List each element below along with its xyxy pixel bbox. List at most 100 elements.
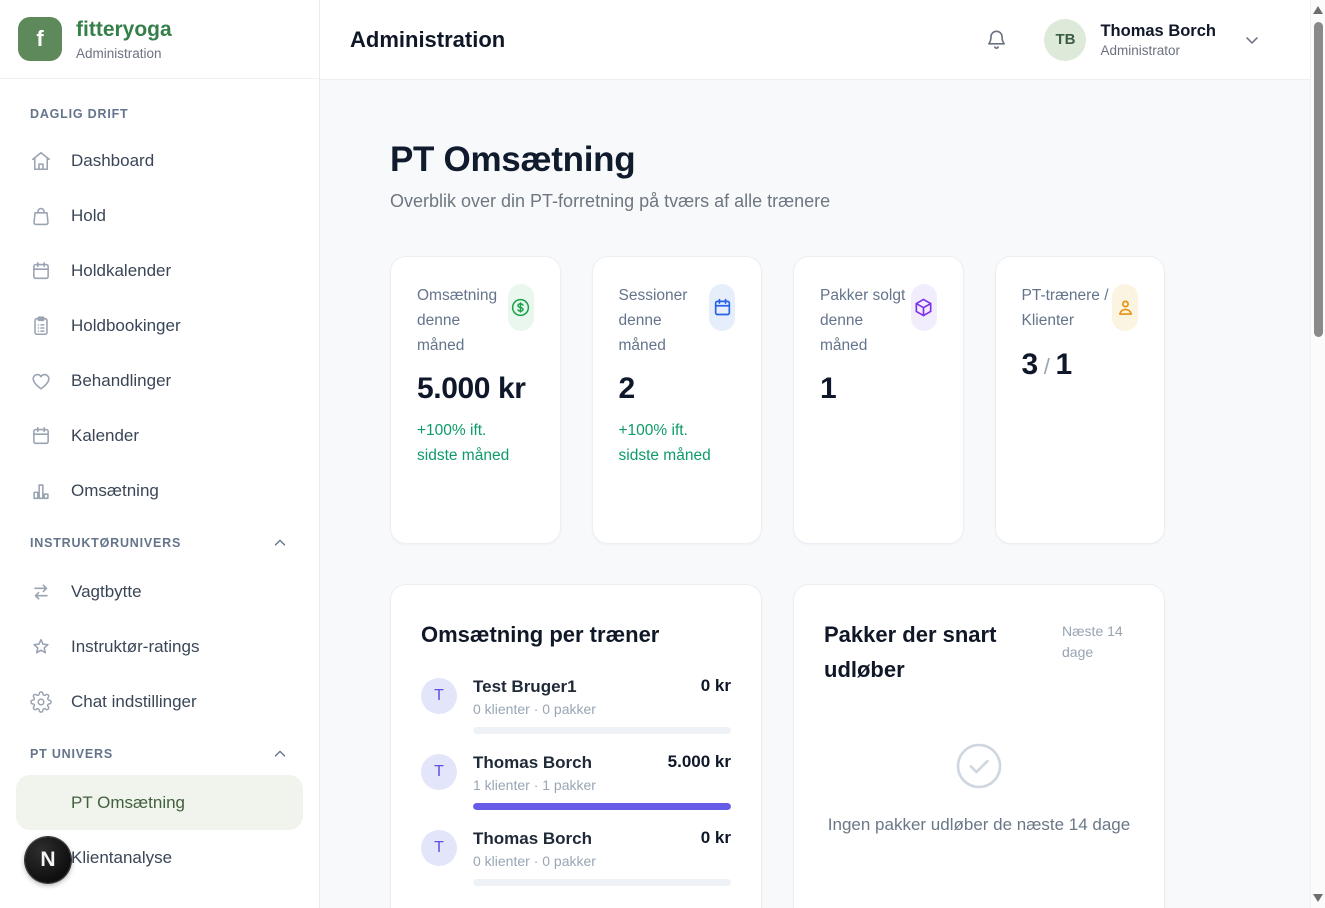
trainer-card-title: Omsætning per træner	[421, 622, 660, 647]
stat-value: 2	[618, 372, 636, 406]
brand-logo: f	[18, 17, 62, 61]
home-icon	[30, 150, 52, 172]
sidebar-item-label: Kalender	[71, 425, 140, 445]
dollar-icon	[507, 284, 534, 331]
chevron-up-icon	[271, 745, 289, 763]
trainer-meta: 0 klienter · 0 pakker	[473, 701, 596, 718]
nextjs-dev-badge[interactable]: N	[25, 837, 71, 883]
sidebar-nav: DAGLIG DRIFT Dashboard Hold Holdkalender…	[0, 79, 319, 885]
sidebar-item-label: Holdbookinger	[71, 315, 181, 335]
sidebar-item-dashboard[interactable]: Dashboard	[16, 133, 303, 188]
scroll-up-arrow-icon[interactable]	[1313, 6, 1323, 14]
stat-label: Pakker solgt denne måned	[820, 287, 906, 354]
main-content: PT Omsætning Overblik over din PT-forret…	[320, 80, 1310, 908]
section-label: DAGLIG DRIFT	[30, 107, 129, 121]
calendar-icon	[709, 284, 735, 331]
sidebar-item-holdkalender[interactable]: Holdkalender	[16, 243, 303, 298]
trainer-meta: 0 klienter · 0 pakker	[473, 853, 596, 870]
sidebar-item-pt-omsaetning[interactable]: PT Omsætning	[16, 775, 303, 830]
trainer-meta: 1 klienter · 1 pakker	[473, 777, 596, 794]
topbar: Administration TB Thomas Borch Administr…	[320, 0, 1310, 80]
vertical-scrollbar[interactable]	[1310, 0, 1325, 908]
expiry-card-title: Pakker der snart udløber	[824, 622, 997, 683]
sidebar-item-kalender[interactable]: Kalender	[16, 408, 303, 463]
trainer-revenue: 0 kr	[700, 676, 731, 696]
sidebar-item-hold[interactable]: Hold	[16, 188, 303, 243]
sidebar-item-label: Chat indstillinger	[71, 691, 197, 711]
trainer-avatar: T	[421, 754, 457, 791]
sidebar-item-label: Hold	[71, 205, 106, 225]
sidebar-item-omsaetning[interactable]: Omsætning	[16, 463, 303, 518]
user-name: Thomas Borch	[1100, 21, 1216, 40]
trainer-row[interactable]: T Thomas Borch 0 klienter · 0 pakker 0 k…	[421, 828, 731, 887]
chevron-up-icon	[271, 534, 289, 552]
sidebar-item-label: Dashboard	[71, 150, 155, 170]
trainer-revenue: 5.000 kr	[667, 752, 731, 772]
scrollbar-thumb[interactable]	[1314, 22, 1323, 337]
sidebar-item-label: Vagtbytte	[71, 581, 142, 601]
gear-icon	[30, 690, 52, 713]
trainer-avatar: T	[421, 678, 457, 715]
stat-delta: +100% ift. sidste måned	[417, 422, 510, 465]
trainer-name: Thomas Borch	[473, 829, 593, 849]
trainer-revenue-card: Omsætning per træner T Test Bruger1 0 kl…	[390, 584, 762, 908]
bag-icon	[30, 205, 52, 227]
trainer-row[interactable]: T Thomas Borch 1 klienter · 1 pakker 5.0…	[421, 752, 731, 811]
expiring-packages-card: Pakker der snart udløber Næste 14 dage I…	[793, 584, 1165, 908]
stat-value-2: 1	[1055, 347, 1073, 381]
nextjs-n-icon: N	[40, 848, 56, 871]
sidebar-item-chat-indstillinger[interactable]: Chat indstillinger	[16, 674, 303, 729]
sidebar-item-label: Omsætning	[71, 480, 159, 500]
brand-name: fitteryoga	[76, 18, 172, 42]
section-label: PT UNIVERS	[30, 747, 114, 761]
stat-label: Sessioner denne måned	[618, 287, 688, 354]
brand[interactable]: f fitteryoga Administration	[0, 0, 319, 79]
sidebar-item-label: Instruktør-ratings	[71, 636, 200, 656]
trainer-avatar: T	[421, 830, 457, 867]
check-circle-icon	[956, 743, 1002, 789]
stat-label: Omsætning denne måned	[417, 287, 498, 354]
sidebar-item-label: Holdkalender	[71, 260, 172, 280]
brand-subtitle: Administration	[76, 45, 162, 61]
sidebar-item-instruktor-ratings[interactable]: Instruktør-ratings	[16, 619, 303, 674]
calendar-icon	[30, 425, 52, 447]
stat-value: 1	[820, 372, 837, 406]
sidebar-item-label: Behandlinger	[71, 370, 172, 390]
chevron-down-icon[interactable]	[1242, 30, 1262, 50]
stat-value-ratio: 3/1	[1022, 342, 1134, 387]
sidebar-item-behandlinger[interactable]: Behandlinger	[16, 353, 303, 408]
stat-delta: +100% ift. sidste måned	[618, 422, 711, 465]
sidebar-item-label: Klientanalyse	[71, 847, 173, 867]
avatar-initials: TB	[1055, 31, 1076, 48]
section-daglig-drift: DAGLIG DRIFT	[16, 91, 303, 133]
star-icon	[30, 636, 52, 658]
trainer-revenue: 0 kr	[700, 828, 731, 848]
trainer-row[interactable]: T Test Bruger1 0 klienter · 0 pakker 0 k…	[421, 676, 731, 735]
stats-row: Omsætning denne måned 5.000 kr +100% ift…	[390, 256, 1165, 544]
page-title: PT Omsætning	[390, 140, 636, 179]
sidebar-item-holdbookinger[interactable]: Holdbookinger	[16, 298, 303, 353]
brand-logo-letter: f	[36, 26, 44, 51]
user-role: Administrator	[1100, 43, 1180, 59]
heart-icon	[30, 370, 52, 392]
trainer-progress-track	[473, 803, 731, 811]
trainer-list: T Test Bruger1 0 klienter · 0 pakker 0 k…	[421, 676, 731, 887]
sidebar-item-vagtbytte[interactable]: Vagtbytte	[16, 564, 303, 619]
stat-label: PT-trænere / Klienter	[1021, 287, 1109, 329]
stat-card-pakker: Pakker solgt denne måned 1	[793, 256, 964, 544]
bell-icon[interactable]	[985, 28, 1008, 51]
swap-icon	[30, 581, 52, 603]
section-instruktorunivers[interactable]: INSTRUKTØRUNIVERS	[16, 518, 303, 564]
trainer-progress-fill	[473, 803, 731, 811]
avatar[interactable]: TB	[1044, 18, 1087, 61]
scroll-down-arrow-icon[interactable]	[1313, 894, 1323, 902]
section-pt-univers[interactable]: PT UNIVERS	[16, 729, 303, 775]
empty-message: Ingen pakker udløber de næste 14 dage	[827, 815, 1131, 835]
package-icon	[910, 284, 937, 331]
trainer-name: Test Bruger1	[473, 677, 577, 697]
clipboard-icon	[30, 315, 52, 337]
bar-chart-icon	[30, 480, 52, 502]
trainer-progress-track	[473, 879, 731, 887]
trainer-progress-track	[473, 727, 731, 735]
stat-value-separator: /	[1043, 353, 1050, 379]
